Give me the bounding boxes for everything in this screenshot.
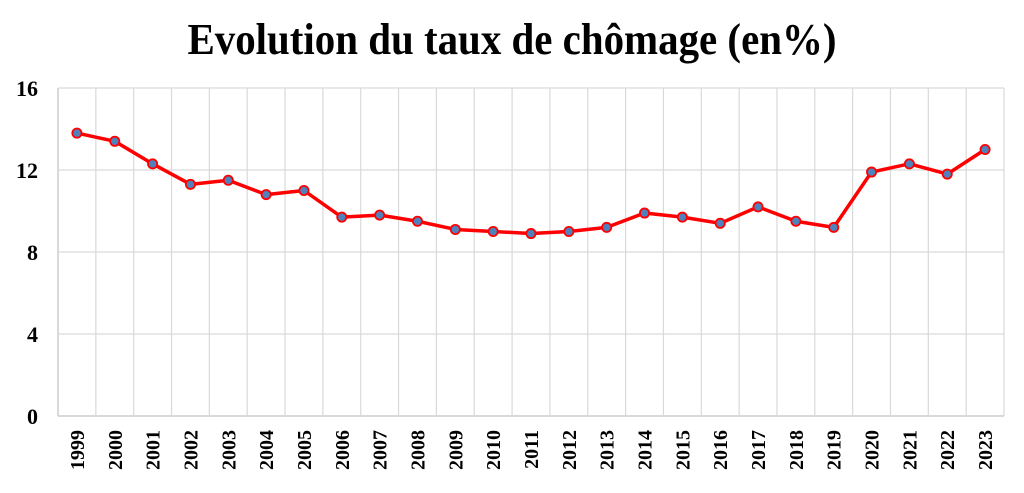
data-point-marker	[147, 158, 159, 170]
data-point-marker	[714, 217, 726, 229]
x-tick-label: 2002	[180, 430, 202, 470]
x-tick-label: 2000	[105, 430, 127, 470]
data-point-marker	[411, 215, 423, 227]
gridlines	[57, 87, 1005, 417]
data-point-marker	[601, 221, 613, 233]
data-point-marker	[563, 225, 575, 237]
data-point-marker	[449, 223, 461, 235]
x-tick-label: 2022	[937, 430, 959, 470]
y-tick-label: 4	[27, 322, 38, 347]
x-tick-label: 1999	[67, 430, 89, 470]
x-tick-label: 2004	[256, 430, 278, 470]
data-point-marker	[336, 211, 348, 223]
x-axis-ticks: 1999 2000 2001 2002 2003 2004 2005 2006 2007 2008…	[67, 430, 997, 470]
y-tick-label: 12	[16, 158, 38, 183]
x-tick-label: 2021	[899, 430, 921, 470]
data-point-marker	[676, 211, 688, 223]
y-tick-label: 8	[27, 240, 38, 265]
data-point-marker	[525, 228, 537, 240]
data-point-marker	[260, 189, 272, 201]
data-point-marker	[487, 225, 499, 237]
x-tick-label: 2014	[635, 430, 657, 470]
x-tick-label: 2008	[407, 430, 429, 470]
x-tick-label: 2023	[975, 430, 997, 470]
y-tick-label: 16	[16, 76, 38, 101]
data-point-marker	[790, 215, 802, 227]
data-point-marker	[828, 221, 840, 233]
y-tick-label: 0	[27, 404, 38, 429]
x-tick-label: 2011	[521, 430, 543, 469]
data-point-marker	[941, 168, 953, 180]
x-tick-label: 2013	[597, 430, 619, 470]
data-point-marker	[979, 143, 991, 155]
x-tick-label: 2019	[824, 430, 846, 470]
x-tick-label: 2018	[786, 430, 808, 470]
data-point-marker	[639, 207, 651, 219]
x-tick-label: 2012	[559, 430, 581, 470]
y-axis-ticks: 0 4 8 12 16	[16, 76, 38, 429]
data-point-marker	[374, 209, 386, 221]
data-point-marker	[298, 184, 310, 196]
x-tick-label: 2007	[370, 430, 392, 470]
x-tick-label: 2017	[748, 430, 770, 470]
data-point-marker	[109, 135, 121, 147]
data-point-marker	[222, 174, 234, 186]
x-tick-label: 2015	[672, 430, 694, 470]
data-point-marker	[903, 158, 915, 170]
series-line	[75, 131, 987, 236]
x-tick-label: 2009	[445, 430, 467, 470]
data-series	[71, 127, 991, 240]
x-tick-label: 2003	[218, 430, 240, 470]
data-point-marker	[184, 178, 196, 190]
data-point-marker	[752, 201, 764, 213]
x-tick-label: 2016	[710, 430, 732, 470]
x-tick-label: 2005	[294, 430, 316, 470]
x-tick-label: 2006	[332, 430, 354, 470]
x-tick-label: 2020	[862, 430, 884, 470]
data-point-marker	[866, 166, 878, 178]
x-tick-label: 2001	[143, 430, 165, 470]
x-tick-label: 2010	[483, 430, 505, 470]
data-point-marker	[71, 127, 83, 139]
chart-title: Evolution du taux de chômage (en%)	[187, 15, 837, 64]
